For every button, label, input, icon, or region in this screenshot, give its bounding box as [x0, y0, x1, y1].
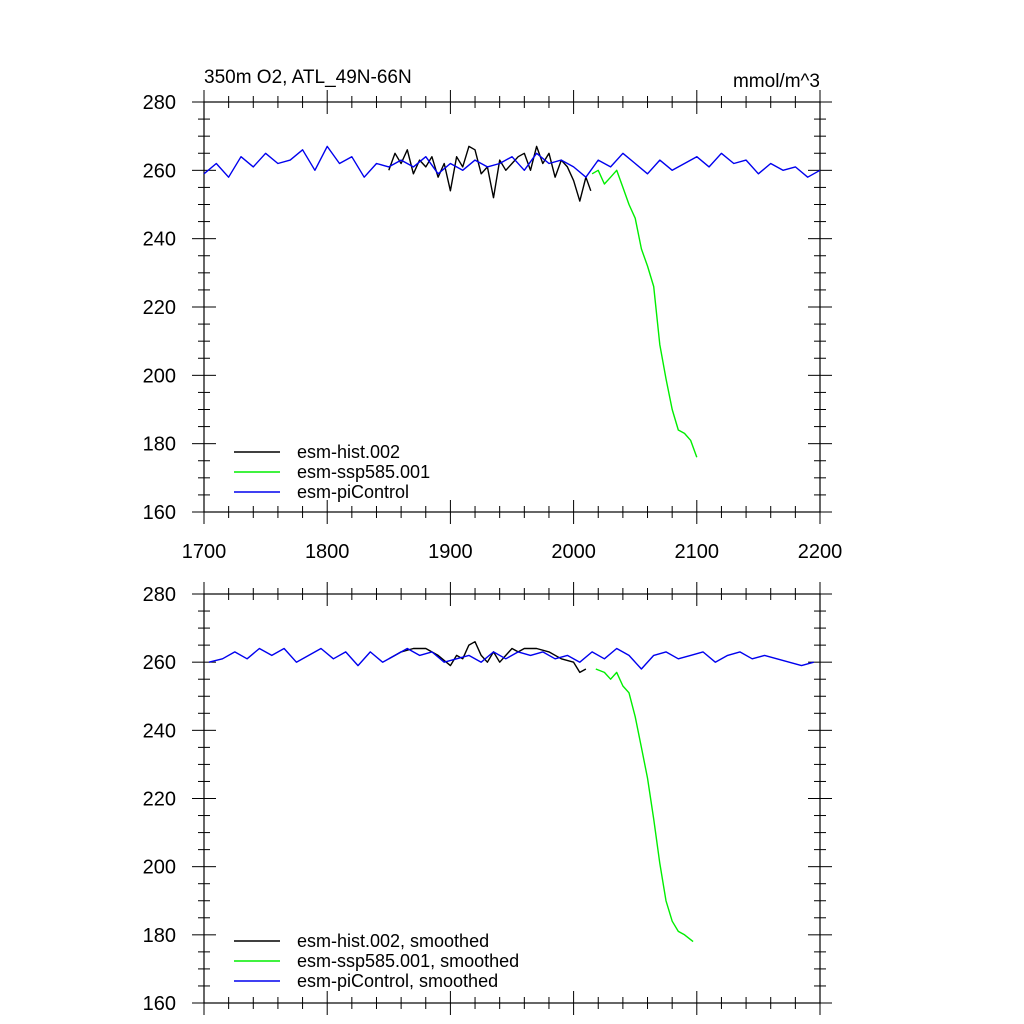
y-tick-label: 220	[143, 789, 176, 811]
smoothed-timeseries-panel: 160 180 200 220 240 260 280 esm-hist.002, smoot…	[143, 582, 832, 1015]
legend-label: esm-piControl, smoothed	[297, 971, 498, 991]
x-tick-label: 1800	[305, 541, 350, 563]
y-tick-label: 260	[143, 652, 176, 674]
y-tick-label: 180	[143, 925, 176, 947]
series-line-3	[203, 145, 821, 178]
legend-label: esm-ssp585.001	[297, 462, 430, 482]
y-tick-label: 200	[143, 857, 176, 879]
units-label: mmol/m^3	[733, 71, 820, 92]
legend-label: esm-hist.002	[297, 442, 400, 462]
series-line-1	[388, 641, 587, 674]
y-tick-label: 280	[143, 584, 176, 606]
figure-title: 350m O2, ATL_49N-66N	[204, 67, 412, 88]
x-tick-label: 1700	[182, 541, 227, 563]
raw-timeseries-panel: 1700 1800 1900 2000 2100 2200 160 180 200 220 240 2…	[143, 90, 843, 563]
x-tick-label: 2200	[798, 541, 843, 563]
y-tick-label: 240	[143, 229, 176, 251]
series-line-2	[595, 668, 694, 943]
y-tick-label: 160	[143, 502, 176, 524]
series-line-2	[591, 169, 698, 458]
legend-label: esm-piControl	[297, 482, 409, 502]
y-tick-label: 240	[143, 720, 176, 742]
legend-label: esm-ssp585.001, smoothed	[297, 951, 519, 971]
y-tick-label: 260	[143, 160, 176, 182]
x-tick-label: 1900	[428, 541, 473, 563]
series-line-3	[208, 647, 814, 670]
x-tick-label: 2000	[551, 541, 596, 563]
legend-label: esm-hist.002, smoothed	[297, 931, 489, 951]
series-line-1	[388, 145, 592, 202]
y-tick-label: 220	[143, 297, 176, 319]
y-tick-label: 180	[143, 434, 176, 456]
y-tick-label: 280	[143, 92, 176, 114]
y-tick-label: 200	[143, 365, 176, 387]
x-tick-label: 2100	[675, 541, 720, 563]
y-tick-label: 160	[143, 993, 176, 1015]
